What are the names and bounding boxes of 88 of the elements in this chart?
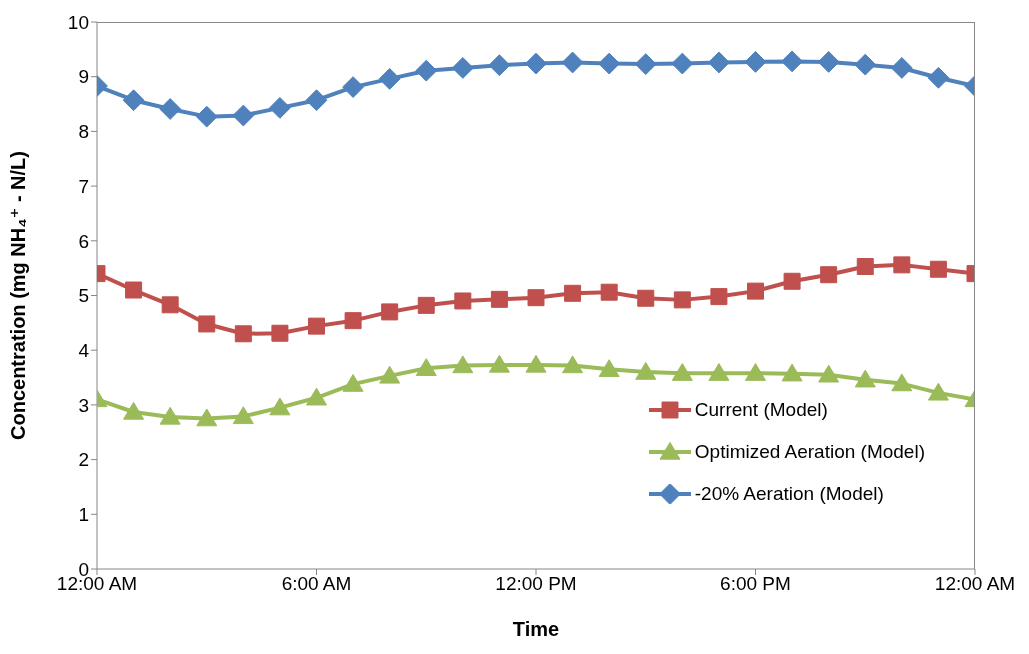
point [344, 312, 362, 330]
y-tick-label: 9 [78, 66, 89, 88]
point [890, 57, 913, 79]
point [234, 325, 252, 343]
point [744, 51, 767, 73]
point [927, 66, 950, 89]
point [161, 296, 179, 314]
x-tick-label: 6:00 AM [281, 573, 352, 595]
y-tick-label: 8 [78, 121, 89, 143]
y-tick-label: 2 [78, 449, 89, 471]
point [271, 324, 289, 342]
point [708, 51, 730, 74]
point [781, 363, 803, 382]
point [635, 361, 657, 380]
point [308, 317, 325, 335]
point [634, 53, 657, 76]
point [745, 363, 766, 381]
point [854, 53, 877, 76]
point [488, 54, 511, 77]
point [710, 288, 728, 306]
legend-label: -20% Aeration (Model) [694, 483, 884, 505]
point [125, 281, 143, 299]
point [415, 358, 437, 376]
point [527, 289, 545, 307]
point [196, 408, 218, 427]
point [600, 283, 618, 301]
point [561, 51, 584, 74]
y-tick-label: 1 [78, 504, 89, 526]
point [488, 354, 510, 373]
point [232, 406, 254, 425]
point [817, 51, 840, 73]
point [598, 359, 620, 378]
x-axis-title: Time [512, 618, 560, 640]
point [564, 284, 582, 302]
point [525, 52, 547, 75]
point [490, 290, 508, 308]
point [195, 105, 218, 128]
y-tick-label: 4 [78, 339, 90, 361]
x-tick-label: 6:00 PM [720, 573, 791, 595]
point [159, 406, 181, 425]
point [671, 363, 693, 381]
point [891, 373, 913, 392]
point [598, 52, 621, 75]
point [381, 303, 399, 321]
x-tick-label: 12:00 AM [934, 573, 1016, 595]
point [342, 76, 364, 98]
point [417, 296, 435, 314]
y-tick-label: 6 [78, 230, 89, 252]
point [781, 50, 803, 73]
legend-label: Optimized Aeration (Model) [694, 441, 925, 463]
point [783, 272, 801, 290]
point [452, 355, 474, 374]
point [854, 369, 876, 388]
point [637, 289, 655, 307]
point [269, 96, 291, 119]
point [342, 374, 364, 392]
y-axis-title: Concentration (mg NH₄⁺ - N/L) [7, 151, 30, 440]
point [929, 260, 947, 278]
y-tick-label: 7 [78, 175, 89, 197]
point [562, 355, 584, 374]
point [708, 363, 730, 381]
point [818, 364, 840, 383]
point [525, 354, 547, 373]
point [269, 397, 291, 416]
legend-label: Current (Model) [694, 399, 828, 421]
point [122, 89, 145, 112]
point [306, 387, 327, 406]
point [856, 258, 874, 276]
point [159, 98, 182, 120]
y-tick-label: 3 [78, 394, 89, 416]
point [123, 401, 145, 420]
point [232, 104, 255, 127]
point [747, 282, 764, 300]
point [379, 365, 401, 384]
point [198, 315, 216, 333]
point [451, 57, 474, 79]
point [415, 59, 438, 82]
point [927, 382, 949, 401]
point [305, 89, 328, 112]
x-tick-label: 12:00 PM [495, 573, 577, 595]
point [378, 67, 401, 90]
y-tick-label: 5 [78, 285, 89, 307]
point [671, 52, 694, 75]
point [893, 256, 911, 274]
point [673, 291, 691, 309]
y-tick-label: 10 [67, 11, 89, 33]
point [454, 292, 472, 310]
point [820, 266, 838, 284]
